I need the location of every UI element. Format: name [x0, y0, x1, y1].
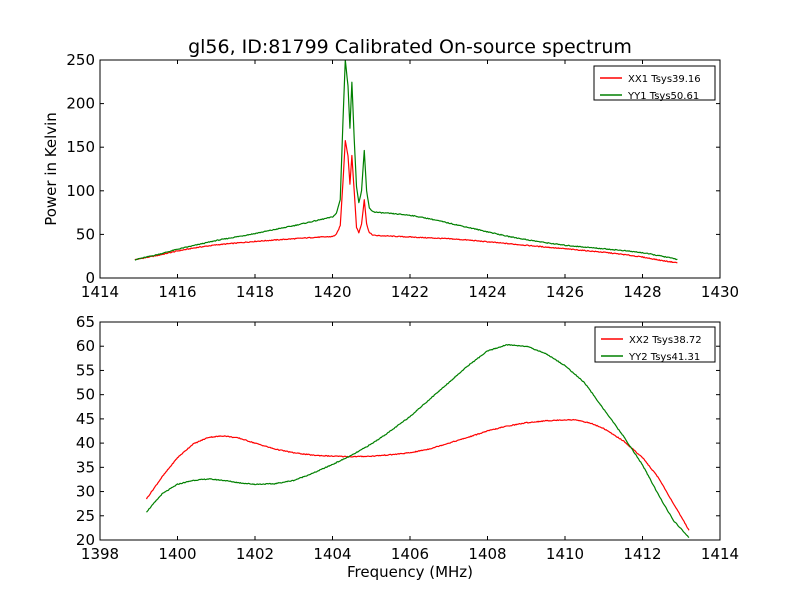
- y-tick-label: 45: [76, 410, 95, 428]
- series-line-1: [145, 418, 690, 531]
- x-tick-label: 1414: [81, 283, 119, 301]
- x-tick-label: 1408: [468, 545, 506, 563]
- x-tick-label: 1424: [468, 283, 506, 301]
- x-tick-label: 1400: [158, 545, 196, 563]
- x-tick-label: 1404: [313, 545, 351, 563]
- series-line-1: [134, 140, 678, 264]
- y-tick-label: 250: [66, 51, 95, 69]
- legend-label-2: YY1 Tsys50.61: [627, 91, 699, 102]
- y-axis-label: Power in Kelvin: [42, 112, 60, 226]
- y-tick-label: 100: [66, 182, 95, 200]
- x-tick-label: 1412: [623, 545, 661, 563]
- series-line-2: [134, 60, 678, 261]
- y-tick-label: 0: [85, 269, 95, 287]
- y-tick-label: 25: [76, 507, 95, 525]
- x-tick-label: 1420: [313, 283, 351, 301]
- x-tick-label: 1410: [546, 545, 584, 563]
- x-tick-label: 1406: [391, 545, 429, 563]
- x-tick-label: 1430: [701, 283, 739, 301]
- legend-label-2: YY2 Tsys41.31: [628, 352, 700, 363]
- x-tick-label: 1402: [236, 545, 274, 563]
- spectrum-panel-bottom: 1398 1400 1402 1404 1406 1408 1410 1412 1414 20 25…: [76, 313, 739, 581]
- y-tick-label: 35: [76, 458, 95, 476]
- x-tick-label: 1426: [546, 283, 584, 301]
- y-tick-label: 30: [76, 483, 95, 501]
- x-tick-label: 1422: [391, 283, 429, 301]
- figure-title: gl56, ID:81799 Calibrated On-source spec…: [188, 36, 632, 58]
- spectrum-panel-top: 1414 1416 1418 1420 1422 1424 1426 1428 1430 0 50 1…: [42, 51, 739, 301]
- y-tick-label: 55: [76, 361, 95, 379]
- y-tick-label: 40: [76, 434, 95, 452]
- series-line-2: [146, 343, 690, 539]
- x-tick-label: 1418: [236, 283, 274, 301]
- y-tick-label: 20: [76, 531, 95, 549]
- y-tick-label: 150: [66, 138, 95, 156]
- y-tick-label: 60: [76, 337, 95, 355]
- x-tick-label: 1416: [158, 283, 196, 301]
- legend-label-1: XX2 Tsys38.72: [629, 335, 702, 346]
- x-axis-label: Frequency (MHz): [347, 563, 473, 581]
- y-tick-label: 50: [76, 225, 95, 243]
- y-tick-label: 50: [76, 386, 95, 404]
- x-tick-label: 1414: [701, 545, 739, 563]
- y-tick-label: 200: [66, 95, 95, 113]
- x-tick-label: 1428: [623, 283, 661, 301]
- x-tick-label: 1398: [81, 545, 119, 563]
- y-tick-label: 65: [76, 313, 95, 331]
- legend-label-1: XX1 Tsys39.16: [628, 74, 701, 85]
